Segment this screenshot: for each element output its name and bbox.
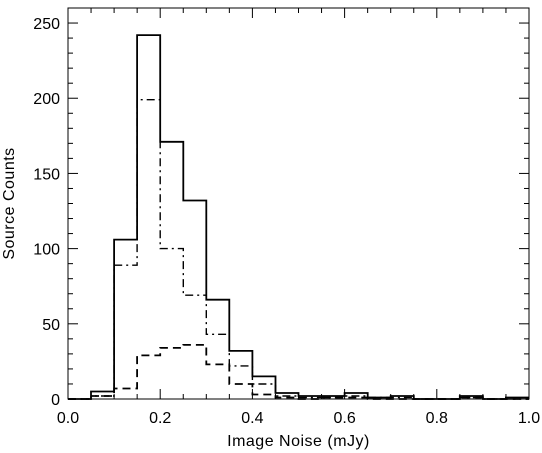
x-tick-label: 0.4 bbox=[241, 410, 263, 427]
series-line-solid bbox=[68, 34, 529, 400]
x-tick-label: 0.6 bbox=[333, 410, 355, 427]
y-tick-label: 0 bbox=[51, 392, 60, 409]
x-tick-label: 0.0 bbox=[57, 410, 79, 427]
y-tick-label: 100 bbox=[33, 242, 60, 259]
ticks-layer bbox=[67, 8, 530, 400]
x-tick-label: 0.8 bbox=[426, 410, 448, 427]
y-tick-label: 150 bbox=[33, 166, 60, 183]
series-layer bbox=[68, 34, 529, 400]
y-tick-label: 200 bbox=[33, 91, 60, 108]
y-tick-label: 250 bbox=[33, 16, 60, 33]
series-line-dashed bbox=[68, 344, 529, 400]
y-tick-label: 50 bbox=[42, 317, 60, 334]
x-tick-label: 0.2 bbox=[149, 410, 171, 427]
x-tick-label: 1.0 bbox=[518, 410, 540, 427]
x-axis-label: Image Noise (mJy) bbox=[227, 433, 370, 450]
labels-layer: 0.0 0.2 0.4 0.6 0.8 1.0 0 50 100 150 200 250 bbox=[33, 16, 540, 427]
y-axis-label: Source Counts bbox=[1, 147, 18, 259]
